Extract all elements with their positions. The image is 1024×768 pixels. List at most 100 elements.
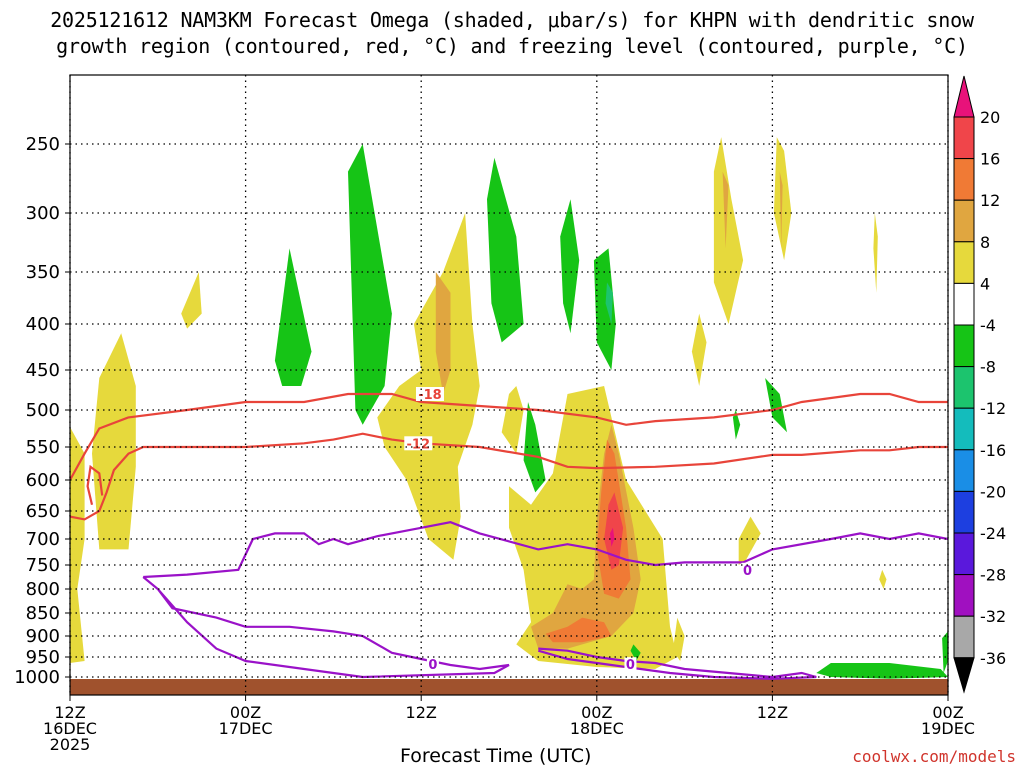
- colorbar-label-8: -16: [980, 441, 1006, 460]
- omega-region-25: [523, 402, 546, 493]
- colorbar-label-3: 8: [980, 233, 990, 252]
- x-tick-label-24-0: 12Z: [406, 703, 437, 722]
- y-tick-label-900: 900: [26, 626, 60, 647]
- colorbar-legend: 20 16 12 8 4 -4 -8 -12 -16 -20 -24 -28 -32 -36: [953, 75, 1006, 694]
- y-tick-label-350: 350: [26, 262, 60, 283]
- colorbar-swatch-11: [953, 574, 975, 617]
- omega-region-18: [610, 527, 615, 547]
- contour-label-bg-freezing-low: [426, 657, 439, 672]
- terrain-band: [70, 679, 948, 695]
- omega-region-10: [738, 516, 761, 565]
- x-tick-label-48-0: 12Z: [757, 703, 788, 722]
- colorbar-bottom-arrow: [953, 657, 975, 694]
- y-tick-label-700: 700: [26, 529, 60, 550]
- colorbar-label-5: -4: [980, 316, 996, 335]
- colorbar-label-10: -24: [980, 524, 1006, 543]
- colorbar-label-1: 16: [980, 150, 1000, 169]
- y-tick-label-750: 750: [26, 555, 60, 576]
- contour-dgz-closed: [86, 464, 104, 506]
- credit-text[interactable]: coolwx.com/models: [852, 747, 1016, 766]
- x-tick-label-0-1: 16DEC: [43, 719, 97, 738]
- contour-label-freezing-level: 0: [743, 564, 752, 579]
- y-tick-label-550: 550: [26, 437, 60, 458]
- y-axis-labels: 2503003504004505005506006507007508008509…: [14, 134, 70, 688]
- omega-region-27: [630, 644, 641, 661]
- x-tick-label-60-0: 00Z: [932, 703, 963, 722]
- chart-title-line-1: 2025121612 NAM3KM Forecast Omega (shaded…: [50, 8, 974, 32]
- y-tick-label-400: 400: [26, 314, 60, 335]
- colorbar-swatch-6: [953, 366, 975, 409]
- omega-region-19: [722, 171, 729, 249]
- omega-region-31: [942, 631, 948, 673]
- omega-region-3: [377, 213, 480, 560]
- colorbar-label-12: -32: [980, 607, 1006, 626]
- omega-shading: [70, 137, 948, 679]
- plot-frame: [69, 74, 949, 696]
- y-tick-label-800: 800: [26, 579, 60, 600]
- colorbar-swatch-12: [953, 615, 975, 659]
- contour-label-freezing-lowest: 0: [626, 658, 635, 673]
- omega-region-9: [773, 137, 792, 261]
- chart-title-line-2: growth region (contoured, red, °C) and f…: [56, 34, 968, 58]
- omega-region-23: [487, 157, 524, 343]
- colorbar-label-9: -20: [980, 482, 1006, 501]
- plot-border: [69, 74, 949, 696]
- omega-region-20: [779, 171, 783, 249]
- contour-label-freezing-low: 0: [428, 658, 437, 673]
- colorbar-swatch-3: [953, 241, 975, 284]
- omega-region-6: [691, 313, 707, 386]
- omega-region-8: [713, 137, 744, 324]
- y-tick-label-850: 850: [26, 603, 60, 624]
- contour-freezing-level: [143, 521, 948, 579]
- omega-region-22: [348, 144, 392, 425]
- terrain-fill: [70, 679, 948, 695]
- colorbar-swatch-4: [953, 282, 975, 326]
- y-tick-label-500: 500: [26, 400, 60, 421]
- colorbar-swatch-5: [953, 324, 975, 368]
- contour-label-dgz-lower: -12: [407, 437, 431, 452]
- omega-region-26: [593, 248, 616, 370]
- x-tick-label-0-2: 2025: [50, 735, 91, 754]
- x-tick-label-36-0: 00Z: [581, 703, 612, 722]
- colorbar-label-6: -8: [980, 358, 996, 377]
- colorbar-label-13: -36: [980, 649, 1006, 668]
- x-tick-label-12-0: 00Z: [230, 703, 261, 722]
- omega-region-30: [816, 663, 948, 679]
- x-tick-label-36-1: 18DEC: [570, 719, 624, 738]
- y-tick-label-1000: 1000: [14, 667, 60, 688]
- colorbar-label-7: -12: [980, 399, 1006, 418]
- colorbar-label-11: -28: [980, 566, 1006, 585]
- x-axis-title: Forecast Time (UTC): [400, 745, 592, 767]
- y-tick-label-950: 950: [26, 647, 60, 668]
- colorbar-swatch-0: [953, 116, 975, 160]
- colorbar-label-4: 4: [980, 274, 990, 293]
- y-tick-label-300: 300: [26, 203, 60, 224]
- omega-region-15: [545, 617, 612, 643]
- contour-label-bg-freezing-lowest: [624, 657, 637, 672]
- contour-label-dgz-upper: -18: [418, 388, 442, 403]
- omega-region-21: [274, 248, 312, 386]
- x-tick-label-0-0: 12Z: [54, 703, 85, 722]
- colorbar-swatch-10: [953, 532, 975, 576]
- y-tick-label-650: 650: [26, 501, 60, 522]
- temperature-contours: -18 -12 0 0 0: [70, 387, 948, 680]
- omega-region-0: [70, 427, 85, 663]
- colorbar-swatch-7: [953, 407, 975, 451]
- colorbar-swatch-8: [953, 449, 975, 492]
- omega-region-11: [873, 213, 878, 293]
- x-tick-label-60-1: 19DEC: [921, 719, 975, 738]
- omega-region-1: [92, 333, 136, 550]
- y-tick-label-250: 250: [26, 134, 60, 155]
- omega-region-24: [560, 199, 580, 334]
- grid-lines: [69, 75, 949, 695]
- omega-region-7: [672, 617, 685, 661]
- omega-region-13: [435, 272, 451, 394]
- contour-label-bg-freezing-level: [741, 562, 754, 577]
- colorbar-label-2: 12: [980, 191, 1000, 210]
- y-tick-label-600: 600: [26, 470, 60, 491]
- contour-label-bg-dgz-upper: [415, 387, 444, 401]
- colorbar-swatch-1: [953, 158, 975, 201]
- colorbar-swatch-9: [953, 490, 975, 534]
